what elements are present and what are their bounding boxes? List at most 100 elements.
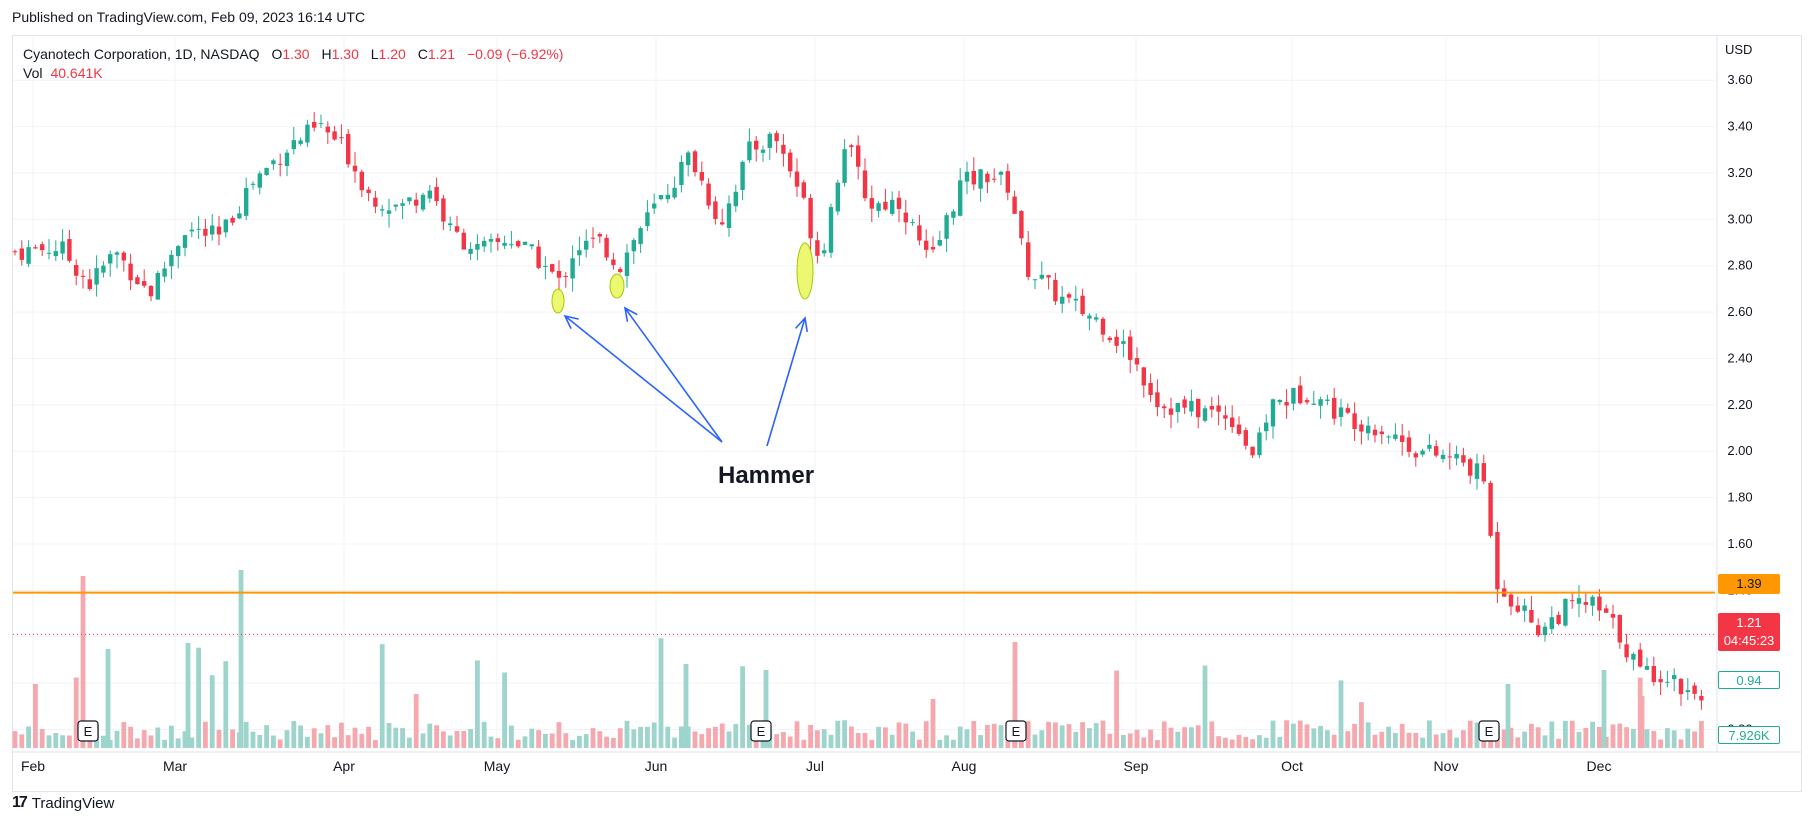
y-tick-label: 1.60 (1727, 536, 1752, 551)
volume-bar (250, 731, 256, 748)
candle-body (754, 140, 759, 150)
volume-bar (903, 723, 909, 748)
candle-body (890, 199, 895, 214)
earnings-marker-label: E (757, 724, 766, 739)
candle-body (271, 160, 276, 165)
candle-body (679, 161, 684, 186)
candle-body (713, 201, 718, 219)
candle-body (407, 197, 412, 202)
volume-bar (1019, 736, 1024, 748)
candle-body (665, 194, 670, 200)
x-tick-label: Jul (806, 758, 824, 774)
candle-body (318, 123, 324, 125)
volume-bar (522, 736, 528, 748)
volume-bar (1644, 729, 1650, 748)
volume-bar (1639, 696, 1645, 748)
candle-body (182, 235, 188, 248)
volume-bar (318, 733, 324, 748)
candle-body (509, 244, 514, 246)
tradingview-logo[interactable]: 17 TradingView (12, 794, 114, 812)
published-note: Published on TradingView.com, Feb 09, 20… (12, 9, 366, 25)
volume-bar (862, 732, 868, 748)
volume-bar (617, 728, 623, 748)
volume-bar (1515, 737, 1521, 748)
vol-value: 40.641K (50, 65, 103, 81)
volume-bar (33, 683, 38, 748)
volume-bar (1433, 734, 1439, 748)
annotation-arrowhead (563, 314, 579, 329)
y-tick-label: 3.60 (1727, 72, 1752, 87)
candle-body (19, 248, 24, 260)
volume-bar (1678, 739, 1684, 748)
candle-body (1094, 317, 1099, 320)
candle-body (1570, 600, 1575, 602)
volume-bar (182, 731, 188, 748)
candle-body (849, 145, 854, 148)
candle-body (108, 254, 113, 264)
volume-bar (379, 644, 385, 748)
y-tick-label: 2.60 (1727, 304, 1752, 319)
volume-bar (1372, 734, 1378, 748)
volume-bar (311, 728, 317, 748)
volume-bar (495, 738, 501, 748)
volume-bar (1284, 720, 1289, 748)
candle-body (1583, 602, 1588, 605)
volume-bar (185, 643, 191, 748)
candle-body (529, 244, 534, 247)
annotation-arrow (624, 307, 723, 443)
volume-bar (774, 734, 779, 748)
volume-bar (114, 730, 120, 748)
candle-body (971, 170, 976, 185)
volume-bar (1189, 727, 1194, 748)
hline-price-label: 1.39 (1718, 574, 1780, 594)
volume-bar (536, 730, 541, 748)
volume-bar (1427, 720, 1432, 748)
candle-body (550, 264, 555, 272)
volume-bar (1297, 720, 1303, 748)
x-tick-label: Sep (1124, 758, 1149, 774)
volume-bar (1032, 734, 1038, 748)
candle-body (33, 247, 38, 249)
volume-bar (1406, 732, 1412, 748)
candle-body (1556, 614, 1561, 625)
candle-body (876, 203, 881, 211)
volume-bar (175, 738, 181, 748)
volume-bar (1073, 731, 1079, 748)
candle-body (733, 191, 738, 207)
candle-body (563, 276, 568, 278)
candle-body (1617, 614, 1622, 643)
candle-body (380, 209, 385, 211)
candle-body (788, 152, 793, 172)
candle-body (1508, 594, 1514, 607)
volume-bar (169, 725, 174, 748)
annotation-arrowhead (794, 316, 809, 332)
candle-body (1699, 695, 1704, 701)
candle-body (1359, 424, 1364, 432)
candle-body (1250, 446, 1255, 456)
candle-body (278, 163, 283, 165)
candle-body (760, 149, 766, 153)
volume-bar (1563, 720, 1568, 748)
candle-body (1604, 608, 1609, 613)
candle-body (264, 167, 269, 176)
volume-bar (373, 739, 378, 748)
volume-bar (12, 731, 18, 748)
candle-body (80, 275, 86, 277)
candle-body (189, 229, 194, 232)
candle-body (339, 137, 344, 139)
volume-bar (733, 723, 739, 748)
candle-body (543, 265, 548, 267)
volume-bar (726, 731, 732, 748)
candle-body (1046, 275, 1051, 278)
volume-bar (658, 638, 664, 748)
volume-bar (1420, 737, 1425, 748)
candle-body (1060, 296, 1065, 304)
candle-body (46, 252, 52, 254)
x-tick-label: Apr (333, 758, 355, 774)
volume-bar (991, 723, 997, 748)
volume-bar (1209, 721, 1215, 748)
volume-bar (815, 730, 820, 748)
x-tick-label: Dec (1587, 758, 1612, 774)
candle-body (924, 240, 929, 250)
